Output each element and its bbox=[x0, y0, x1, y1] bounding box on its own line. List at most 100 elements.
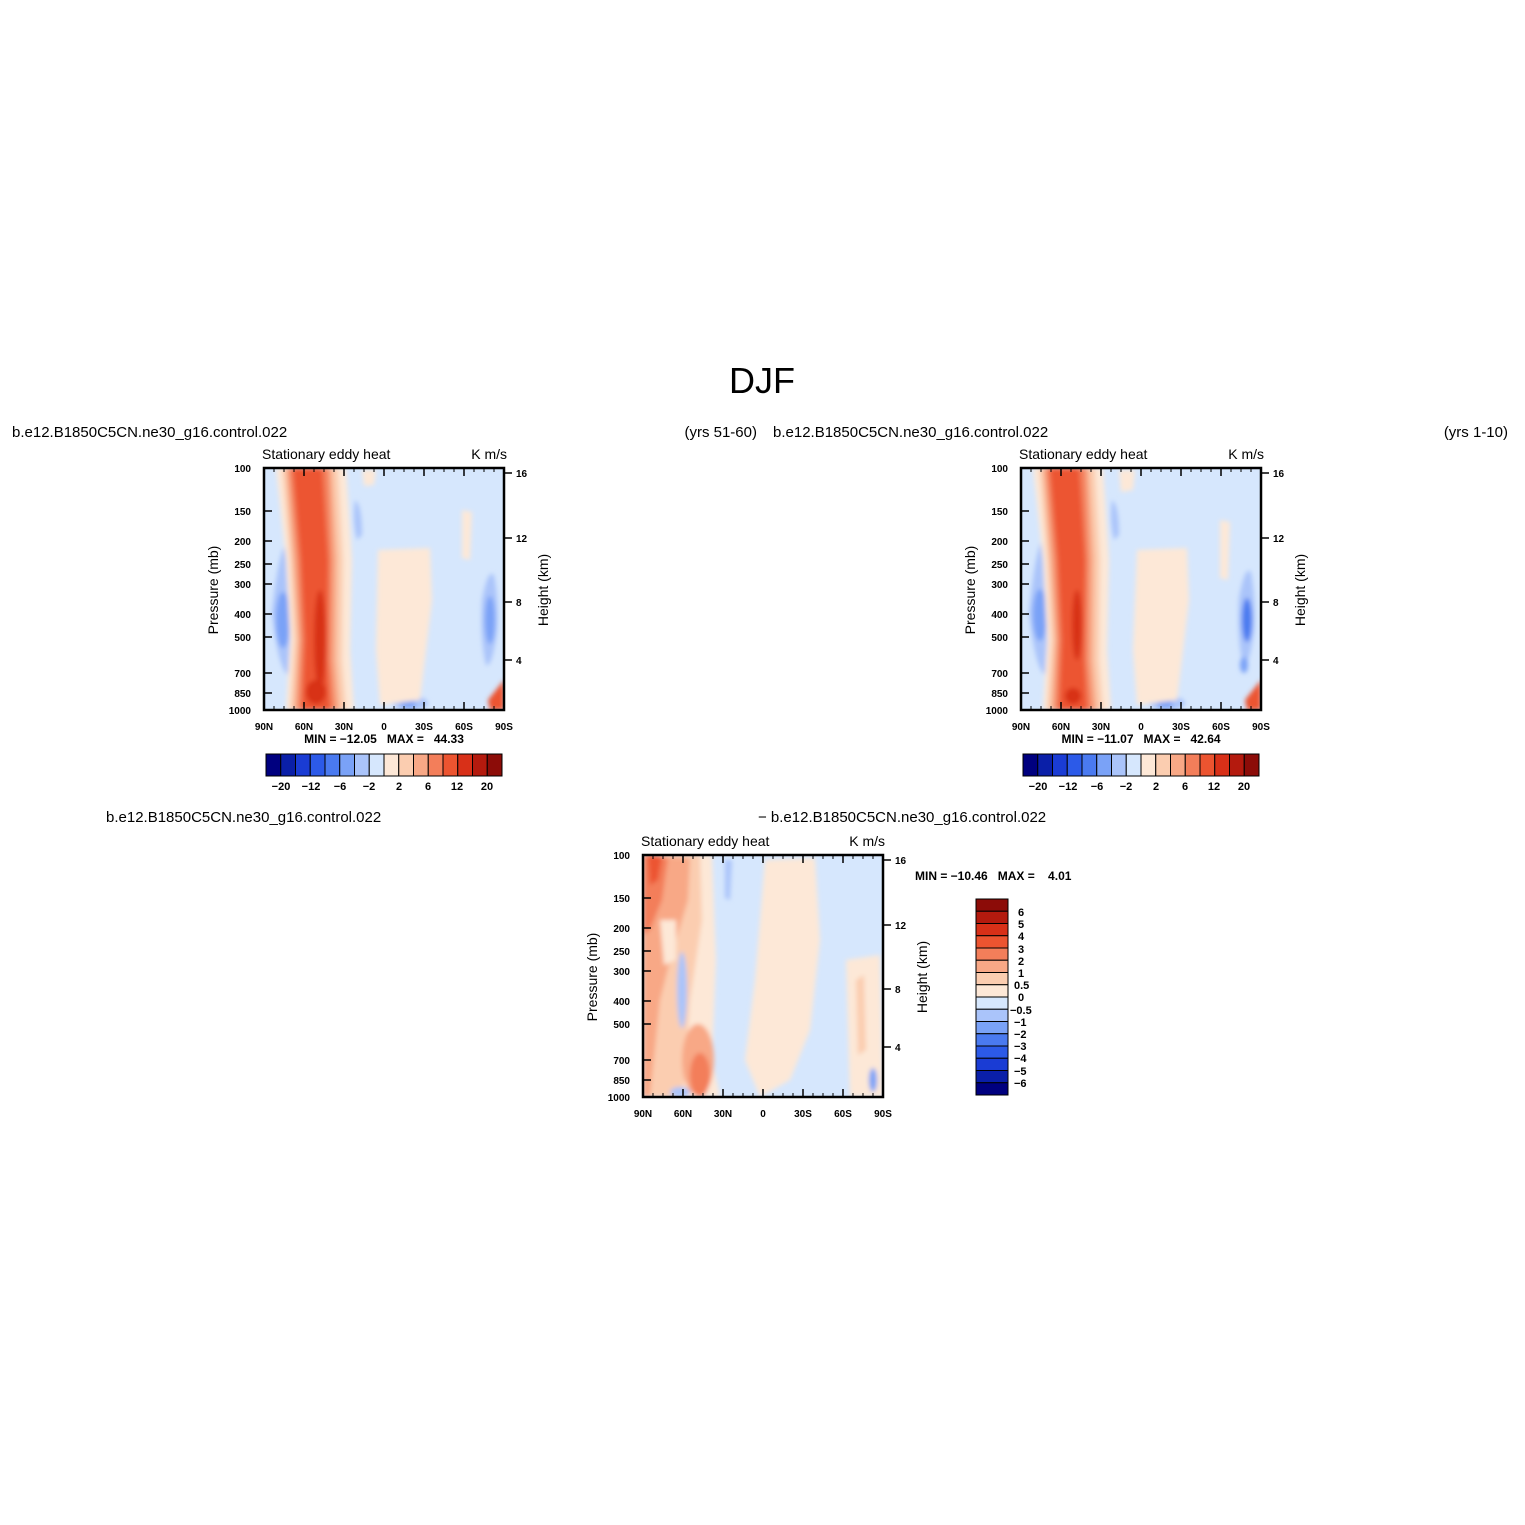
colorbar-swatch bbox=[1096, 753, 1112, 777]
panel-b-y-ticks: 100 150 200 250 300 400 500 700 850 1000 bbox=[986, 464, 1009, 717]
panel-c-xtick-60s: 60S bbox=[834, 1109, 852, 1120]
panel-c-xtick-0: 0 bbox=[760, 1109, 766, 1120]
colorbar-swatch bbox=[1111, 753, 1127, 777]
panel-c-rtick-8: 8 bbox=[895, 985, 901, 996]
panel-b-colorbar bbox=[1022, 753, 1260, 777]
panel-a-xtick-90n: 90N bbox=[255, 722, 273, 733]
colorbar-swatch bbox=[1125, 753, 1142, 777]
panel-c-variable: Stationary eddy heat bbox=[641, 833, 770, 849]
panel-a-xtick-0: 0 bbox=[381, 722, 387, 733]
panel-a-cbar-label: 6 bbox=[425, 781, 431, 793]
panel-a-cbar-label: 12 bbox=[451, 781, 463, 793]
panel-c-ytick-700: 700 bbox=[613, 1056, 630, 1067]
panel-b-stats: MIN = −11.07 MAX = 42.64 bbox=[1061, 732, 1220, 746]
panel-b-ytick-300: 300 bbox=[991, 580, 1008, 591]
panel-c-ytick-500: 500 bbox=[613, 1020, 630, 1031]
colorbar-swatch bbox=[975, 1045, 1009, 1059]
panel-a-ytick-1000: 1000 bbox=[229, 706, 252, 717]
panel-c-rtick-16: 16 bbox=[895, 856, 907, 867]
panel-c-ytick-100: 100 bbox=[613, 851, 630, 862]
panel-a-units: K m/s bbox=[471, 446, 507, 462]
colorbar-swatch bbox=[975, 1057, 1009, 1071]
panel-a-case-title: b.e12.B1850C5CN.ne30_g16.control.022 bbox=[12, 424, 287, 441]
panel-b-cbar-label: 2 bbox=[1153, 781, 1159, 793]
panel-b-cbar-label: 12 bbox=[1208, 781, 1220, 793]
panel-a-ylabel: Pressure (mb) bbox=[205, 546, 221, 635]
panel-c-xtick-30n: 30N bbox=[714, 1109, 732, 1120]
colorbar-swatch bbox=[975, 1070, 1009, 1084]
colorbar-swatch bbox=[975, 996, 1009, 1010]
panel-b-cbar-label: −6 bbox=[1091, 781, 1104, 793]
colorbar-swatch bbox=[975, 1021, 1009, 1035]
colorbar-swatch bbox=[1229, 753, 1245, 777]
panel-c-ytick-150: 150 bbox=[613, 894, 630, 905]
panel-c-rtick-4: 4 bbox=[895, 1043, 901, 1054]
panel-c-rtick-12: 12 bbox=[895, 921, 907, 932]
panel-b-cbar-label: 20 bbox=[1238, 781, 1250, 793]
colorbar-swatch bbox=[975, 898, 1009, 912]
colorbar-swatch bbox=[1022, 753, 1039, 777]
panel-c-stats: MIN = −10.46 MAX = 4.01 bbox=[915, 869, 1072, 883]
panel-c-cbar-label: 5 bbox=[1018, 919, 1024, 931]
colorbar-swatch bbox=[472, 753, 488, 777]
colorbar-swatch bbox=[975, 923, 1009, 937]
panel-c-ytick-200: 200 bbox=[613, 924, 630, 935]
panel-b-xtick-90n: 90N bbox=[1012, 722, 1030, 733]
panel-b-field bbox=[1021, 468, 1261, 710]
panel-a: b.e12.B1850C5CN.ne30_g16.control.022 (yr… bbox=[12, 424, 757, 793]
panel-c-ytick-250: 250 bbox=[613, 947, 630, 958]
panel-b-cbar-label: 6 bbox=[1182, 781, 1188, 793]
panel-a-cbar-label: 20 bbox=[481, 781, 493, 793]
panel-b-units: K m/s bbox=[1228, 446, 1264, 462]
panel-a-ytick-850: 850 bbox=[234, 689, 251, 700]
panel-c-colorbar-labels: 6 5 4 3 2 1 0.5 0 −0.5 −1 −2 −3 −4 −5 −6 bbox=[1010, 907, 1032, 1090]
panel-c-cbar-label: 0 bbox=[1018, 992, 1024, 1004]
panel-a-colorbar bbox=[265, 753, 503, 777]
panel-a-cbar-label: −12 bbox=[302, 781, 321, 793]
colorbar-swatch bbox=[1037, 753, 1053, 777]
colorbar-swatch bbox=[383, 753, 400, 777]
panel-a-cbar-label: 2 bbox=[396, 781, 402, 793]
panel-a-xtick-60s: 60S bbox=[455, 722, 473, 733]
panel-b: b.e12.B1850C5CN.ne30_g16.control.022 (yr… bbox=[773, 424, 1508, 793]
panel-b-ytick-500: 500 bbox=[991, 633, 1008, 644]
panel-b-ytick-250: 250 bbox=[991, 560, 1008, 571]
panel-a-field bbox=[264, 468, 504, 710]
axis-tick-marks bbox=[263, 467, 1269, 1098]
panel-b-right-ticks: 16 12 8 4 bbox=[1273, 469, 1285, 667]
panel-b-colorbar-labels: −20 −12 −6 −2 2 6 12 20 bbox=[1029, 781, 1250, 793]
panel-b-x-ticks: 90N 60N 30N 0 30S 60S 90S bbox=[1012, 722, 1270, 733]
panel-a-xtick-30n: 30N bbox=[335, 722, 353, 733]
colorbar-swatch bbox=[398, 753, 414, 777]
panel-b-rtick-12: 12 bbox=[1273, 534, 1285, 545]
panel-b-cbar-label: −12 bbox=[1059, 781, 1078, 793]
panel-b-ytick-200: 200 bbox=[991, 537, 1008, 548]
panel-c-cbar-label: 4 bbox=[1018, 931, 1025, 943]
panel-a-colorbar-labels: −20 −12 −6 −2 2 6 12 20 bbox=[272, 781, 493, 793]
colorbar-swatch bbox=[975, 959, 1009, 973]
colorbar-swatch bbox=[975, 947, 1009, 961]
panel-a-rtick-16: 16 bbox=[516, 469, 528, 480]
panel-c-cbar-label: −2 bbox=[1014, 1029, 1027, 1041]
colorbar-swatch bbox=[324, 753, 341, 777]
panel-b-ytick-150: 150 bbox=[991, 507, 1008, 518]
panel-c-ylabel-right: Height (km) bbox=[914, 941, 930, 1013]
panel-b-xtick-60n: 60N bbox=[1052, 722, 1070, 733]
panel-a-ytick-300: 300 bbox=[234, 580, 251, 591]
panel-a-right-ticks: 16 12 8 4 bbox=[516, 469, 528, 667]
panel-a-xtick-30s: 30S bbox=[415, 722, 433, 733]
panel-a-cbar-label: −6 bbox=[334, 781, 347, 793]
colorbar-swatch bbox=[1214, 753, 1230, 777]
panel-c-right-ticks: 16 12 8 4 bbox=[895, 856, 907, 1054]
colorbar-swatch bbox=[1243, 753, 1260, 777]
panel-c-ytick-300: 300 bbox=[613, 967, 630, 978]
panel-b-rtick-8: 8 bbox=[1273, 598, 1279, 609]
panel-a-ytick-400: 400 bbox=[234, 610, 251, 621]
panel-b-xtick-60s: 60S bbox=[1212, 722, 1230, 733]
panel-a-stats: MIN = −12.05 MAX = 44.33 bbox=[304, 732, 464, 746]
panel-b-xtick-30s: 30S bbox=[1172, 722, 1190, 733]
colorbar-swatch bbox=[975, 1082, 1009, 1096]
figure-title: DJF bbox=[729, 360, 795, 401]
panel-c: b.e12.B1850C5CN.ne30_g16.control.022 − b… bbox=[106, 809, 1072, 1120]
colorbar-swatch bbox=[1140, 753, 1157, 777]
